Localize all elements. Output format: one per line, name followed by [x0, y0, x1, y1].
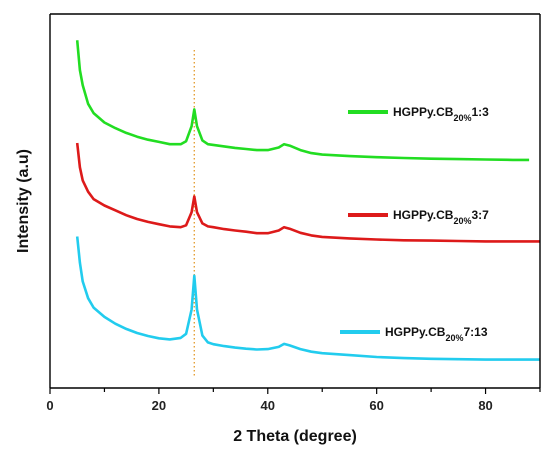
series-layer [75, 40, 540, 361]
legend-layer: HGPPy.CB20%1:3 HGPPy.CB20%3:7 HGPPy.CB20%7… [340, 105, 489, 343]
series-line-1 [75, 40, 530, 162]
legend-label-2: HGPPy.CB20%3:7 [393, 208, 489, 226]
series-line-2 [75, 142, 540, 243]
x-tick-label: 80 [478, 398, 492, 413]
x-tick-label: 40 [261, 398, 275, 413]
y-axis-title: Intensity (a.u) [15, 149, 32, 253]
legend-label-3: HGPPy.CB20%7:13 [385, 325, 488, 343]
x-tick-label: 20 [152, 398, 166, 413]
x-axis-title: 2 Theta (degree) [233, 428, 357, 445]
x-tick-label: 60 [369, 398, 383, 413]
axis-layer: 0 20 40 60 80 [46, 13, 541, 413]
x-tick-label: 0 [46, 398, 53, 413]
legend-label-1: HGPPy.CB20%1:3 [393, 105, 489, 123]
series-line-3 [75, 236, 540, 361]
